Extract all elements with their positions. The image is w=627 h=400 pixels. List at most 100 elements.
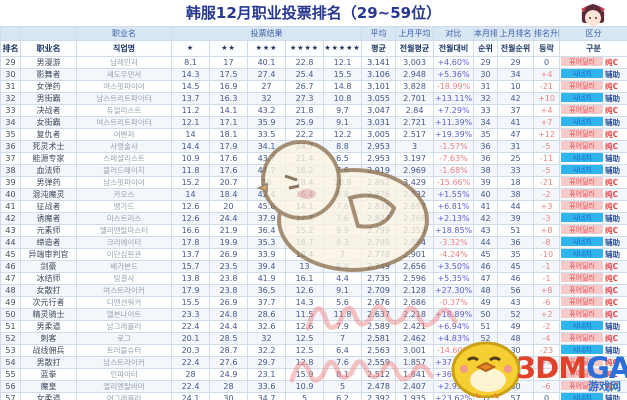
- star-1-pct: 13.7: [171, 248, 210, 261]
- job-name-kr: 남스트라이커: [76, 356, 172, 369]
- star-2-pct: 20: [209, 200, 248, 213]
- star-2-pct: 24.4: [209, 212, 248, 225]
- star-5-pct: 7.6: [322, 200, 363, 213]
- cur-rank-cell: 46: [473, 260, 499, 273]
- rank-change-cell: -2: [533, 188, 561, 201]
- star-3-pct: 37.9: [247, 212, 286, 225]
- star-5-pct: 12.2: [322, 128, 363, 141]
- cur-rank-cell: 30: [473, 68, 499, 81]
- prev-rank-cell: 30: [497, 344, 535, 357]
- star-1-pct: 15.2: [171, 176, 210, 189]
- category-label: 纯C: [605, 274, 619, 283]
- star-1-pct: 15.7: [171, 260, 210, 273]
- prev-rank-cell: 57: [497, 392, 535, 400]
- star-5-pct: 7.6: [322, 164, 363, 177]
- category-badge: 시너지: [561, 165, 604, 174]
- star-1-pct: 24.1: [171, 392, 210, 400]
- avg-cell: 3.047: [361, 104, 397, 117]
- job-name-cn: 战线佣兵: [20, 344, 77, 357]
- star-1-pct: 12.1: [171, 116, 210, 129]
- prev-avg-cell: 2.832: [395, 188, 435, 201]
- category-cell: 퓨어딜러 纯C: [559, 296, 627, 309]
- job-name-cn: 征战者: [20, 200, 77, 213]
- avg-cell: 2.735: [361, 272, 397, 285]
- prev-avg-cell: 2.721: [395, 116, 435, 129]
- job-name-kr: 뱅가드: [76, 200, 172, 213]
- star-3-pct: 35.9: [247, 116, 286, 129]
- prev-rank-cell: 44: [497, 200, 535, 213]
- star-5-pct: 9.9: [322, 224, 363, 237]
- table-row: 43 元素师 엘리멘탈마스터 16.6 21.9 36.4 15.2 9.9 2.799 2.35…: [0, 224, 627, 237]
- star-2-pct: 16.9: [209, 80, 248, 93]
- category-label: 纯C: [605, 82, 619, 91]
- job-name-kr: 스페셜리스트: [76, 152, 172, 165]
- star-4-pct: 25.9: [285, 116, 324, 129]
- table-row: 40 混沌魔灵 카오스 14 18.4 42.4 16.4 8.8 2.876 2.832 +1.5…: [0, 188, 627, 201]
- compare-cell: +36.45%: [433, 368, 475, 381]
- prev-rank-cell: 50: [497, 380, 535, 393]
- cur-rank-cell: 39: [473, 176, 499, 189]
- header-row-cn: 职业名 投票结果 平均 上月平均 对比 本月排名 上月排名 排名升降 区分: [0, 26, 627, 41]
- job-name-cn: 女弹药: [20, 80, 77, 93]
- star-1-pct: 14: [171, 188, 210, 201]
- avg-cell: 3.101: [361, 80, 397, 93]
- category-badge: 퓨어딜러: [561, 225, 604, 234]
- category-cell: 시너지 辅助: [559, 392, 627, 400]
- category-badge: 퓨어딜러: [561, 177, 604, 186]
- cur-rank-cell: 41: [473, 200, 499, 213]
- table-row: 48 女散打 여스트라이커 17.9 23.8 36.5 12.6 9.1 2.709 2.128…: [0, 284, 627, 297]
- cur-rank-cell: 36: [473, 140, 499, 153]
- star-1-pct: 22.4: [171, 380, 210, 393]
- rank-change-cell: -5: [533, 164, 561, 177]
- star-3-pct: 33.6: [247, 380, 286, 393]
- star-4-pct: 26.7: [285, 80, 324, 93]
- rank-change-cell: +2: [533, 308, 561, 321]
- rank-cell: 48: [0, 284, 21, 297]
- avg-cell: 2.892: [361, 176, 397, 189]
- job-name-cn: 影舞者: [20, 68, 77, 81]
- compare-cell: +7.29%: [433, 104, 475, 117]
- compare-cell: +2.13%: [433, 212, 475, 225]
- prev-avg-cell: 1.935: [395, 392, 435, 400]
- star-2-pct: 28: [209, 380, 248, 393]
- star-5-pct: 9.7: [322, 104, 363, 117]
- table-row: 29 男漫游 남레인저 8.1 17 40.1 22.8 12.1 3.141 3.003 +4.6…: [0, 56, 627, 69]
- category-label: 纯C: [605, 298, 619, 307]
- rank-change-cell: -11: [533, 152, 561, 165]
- job-name-cn: 女散打: [20, 284, 77, 297]
- header-rank-change-cn: 排名升降: [533, 26, 561, 41]
- star-3-pct: 41.9: [247, 272, 286, 285]
- star-1-pct: 12.6: [171, 212, 210, 225]
- category-badge: 시너지: [561, 117, 604, 126]
- table-row: 39 男弹药 남스핏파이어 15.2 20.7 35 18.4 10.8 2.892 3.429-…: [0, 176, 627, 189]
- compare-cell: -4.24%: [433, 248, 475, 261]
- star-2-pct: 23.8: [209, 272, 248, 285]
- star-4-pct: 17.4: [285, 212, 324, 225]
- job-name-kr: 여그래플러: [76, 392, 172, 400]
- star-5-pct: 7: [322, 248, 363, 261]
- star-4-pct: 5: [285, 392, 324, 400]
- header-votes-cn: 投票结果: [170, 26, 363, 41]
- star-4-pct: 12.5: [285, 332, 324, 345]
- avg-cell: 2.392: [361, 392, 397, 400]
- star-3-pct: 42.4: [247, 188, 286, 201]
- rank-change-cell: -2: [533, 320, 561, 333]
- job-name-cn: 蓝拳: [20, 368, 77, 381]
- job-name-cn: 男散打: [20, 356, 77, 369]
- prev-rank-cell: 43: [497, 296, 535, 309]
- star-4-pct: 15.2: [285, 224, 324, 237]
- star-1-pct: 10.9: [171, 152, 210, 165]
- rank-change-cell: -4: [533, 332, 561, 345]
- job-name-kr: 어벤저: [76, 128, 172, 141]
- job-name-kr: 미스트리스: [76, 212, 172, 225]
- category-cell: 퓨어딜러 纯C: [559, 332, 627, 345]
- prev-rank-cell: 34: [497, 68, 535, 81]
- header-star-3: ★★★: [247, 40, 286, 57]
- job-name-cn: 魔皇: [20, 380, 77, 393]
- rank-change-cell: -6: [533, 380, 561, 393]
- job-name-cn: 血法师: [20, 164, 77, 177]
- star-3-pct: 27.4: [247, 68, 286, 81]
- category-label: 纯C: [605, 226, 619, 235]
- star-4-pct: 16.4: [285, 188, 324, 201]
- job-name-kr: 베가본드: [76, 260, 172, 273]
